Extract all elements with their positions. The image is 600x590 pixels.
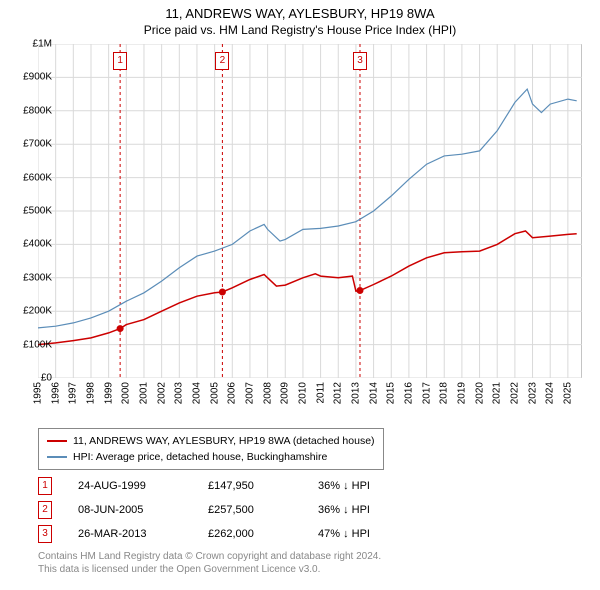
x-tick-label: 2000: [121, 382, 132, 404]
y-tick-label: £400K: [12, 239, 52, 250]
x-tick-label: 2003: [174, 382, 185, 404]
x-tick-label: 2008: [262, 382, 273, 404]
sales-marker: 1: [38, 477, 52, 495]
legend-label: 11, ANDREWS WAY, AYLESBURY, HP19 8WA (de…: [73, 435, 375, 447]
x-tick-label: 2018: [439, 382, 450, 404]
legend-row: 11, ANDREWS WAY, AYLESBURY, HP19 8WA (de…: [47, 433, 375, 449]
footer-line1: Contains HM Land Registry data © Crown c…: [38, 550, 381, 563]
legend-swatch: [47, 440, 67, 442]
sales-marker: 2: [38, 501, 52, 519]
sales-price: £257,500: [208, 504, 318, 516]
x-tick-label: 2001: [138, 382, 149, 404]
legend-row: HPI: Average price, detached house, Buck…: [47, 449, 375, 465]
sale-marker-label: 3: [353, 52, 367, 70]
x-tick-label: 1999: [103, 382, 114, 404]
x-tick-label: 2020: [474, 382, 485, 404]
x-tick-label: 1996: [50, 382, 61, 404]
x-tick-label: 2021: [492, 382, 503, 404]
sales-price: £262,000: [208, 528, 318, 540]
x-tick-label: 2019: [456, 382, 467, 404]
x-tick-label: 2009: [280, 382, 291, 404]
y-tick-label: £600K: [12, 172, 52, 183]
y-tick-label: £700K: [12, 139, 52, 150]
sales-date: 24-AUG-1999: [78, 480, 208, 492]
x-tick-label: 2004: [191, 382, 202, 404]
x-tick-label: 2011: [315, 382, 326, 404]
x-tick-label: 2005: [209, 382, 220, 404]
sales-marker: 3: [38, 525, 52, 543]
title-address: 11, ANDREWS WAY, AYLESBURY, HP19 8WA: [0, 6, 600, 21]
y-tick-label: £800K: [12, 105, 52, 116]
footer-line2: This data is licensed under the Open Gov…: [38, 563, 381, 576]
sales-table: 1 24-AUG-1999£147,95036% ↓ HPI 2 08-JUN-200…: [38, 474, 428, 546]
sales-row: 3 26-MAR-2013£262,00047% ↓ HPI: [38, 522, 428, 546]
x-tick-label: 2002: [156, 382, 167, 404]
y-tick-label: £300K: [12, 272, 52, 283]
sales-date: 26-MAR-2013: [78, 528, 208, 540]
x-tick-label: 2012: [333, 382, 344, 404]
sales-pct: 36% ↓ HPI: [318, 504, 428, 516]
x-tick-label: 2007: [244, 382, 255, 404]
sales-row: 1 24-AUG-1999£147,95036% ↓ HPI: [38, 474, 428, 498]
legend-label: HPI: Average price, detached house, Buck…: [73, 451, 327, 463]
x-tick-label: 2017: [421, 382, 432, 404]
chart-container: 11, ANDREWS WAY, AYLESBURY, HP19 8WA Pri…: [0, 0, 600, 590]
y-tick-label: £1M: [12, 39, 52, 50]
sales-price: £147,950: [208, 480, 318, 492]
y-tick-label: £500K: [12, 206, 52, 217]
x-tick-label: 1998: [85, 382, 96, 404]
footer: Contains HM Land Registry data © Crown c…: [38, 550, 381, 576]
title-subtitle: Price paid vs. HM Land Registry's House …: [0, 23, 600, 37]
y-tick-label: £100K: [12, 339, 52, 350]
x-tick-label: 2015: [386, 382, 397, 404]
x-tick-label: 2014: [368, 382, 379, 404]
legend-swatch: [47, 456, 67, 458]
x-tick-label: 1995: [33, 382, 44, 404]
chart-svg: [38, 44, 582, 378]
sales-pct: 36% ↓ HPI: [318, 480, 428, 492]
legend: 11, ANDREWS WAY, AYLESBURY, HP19 8WA (de…: [38, 428, 384, 470]
x-tick-label: 1997: [68, 382, 79, 404]
sales-pct: 47% ↓ HPI: [318, 528, 428, 540]
x-tick-label: 2024: [545, 382, 556, 404]
y-tick-label: £200K: [12, 306, 52, 317]
y-tick-label: £900K: [12, 72, 52, 83]
x-tick-label: 2022: [509, 382, 520, 404]
sale-marker-label: 2: [215, 52, 229, 70]
x-tick-label: 2010: [297, 382, 308, 404]
sale-marker-label: 1: [113, 52, 127, 70]
x-tick-label: 2023: [527, 382, 538, 404]
title-block: 11, ANDREWS WAY, AYLESBURY, HP19 8WA Pri…: [0, 0, 600, 37]
sales-row: 2 08-JUN-2005£257,50036% ↓ HPI: [38, 498, 428, 522]
x-tick-label: 2016: [403, 382, 414, 404]
chart: [38, 44, 582, 378]
sales-date: 08-JUN-2005: [78, 504, 208, 516]
x-tick-label: 2025: [562, 382, 573, 404]
x-tick-label: 2006: [227, 382, 238, 404]
x-tick-label: 2013: [350, 382, 361, 404]
